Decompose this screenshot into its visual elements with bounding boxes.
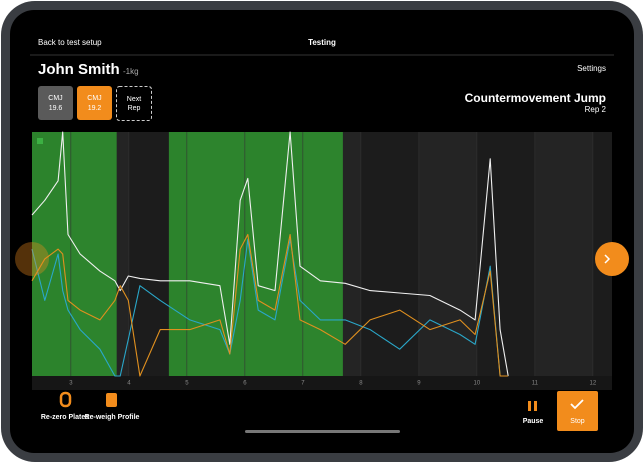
rep-value: 19.2 bbox=[88, 105, 102, 112]
marker bbox=[37, 138, 43, 144]
reweigh-icon bbox=[106, 393, 117, 407]
series-line bbox=[31, 233, 509, 377]
nav-title: Testing bbox=[308, 38, 336, 47]
x-tick-label: 7 bbox=[301, 381, 305, 387]
check-icon bbox=[570, 399, 584, 410]
x-axis-band bbox=[32, 376, 612, 390]
back-link[interactable]: Back to test setup bbox=[38, 38, 102, 47]
x-tick-label: 6 bbox=[243, 381, 247, 387]
reweigh-label[interactable]: Re-weigh Profile bbox=[85, 414, 140, 421]
next-rep-label: Next Rep bbox=[126, 96, 142, 112]
rep-label: CMJ bbox=[87, 95, 101, 102]
rep-label: CMJ bbox=[48, 95, 62, 102]
rep-number: Rep 2 bbox=[585, 105, 607, 114]
x-tick-label: 3 bbox=[69, 381, 73, 387]
athlete-weight: -1kg bbox=[123, 67, 139, 76]
athlete-name: John Smith bbox=[38, 61, 120, 78]
pause-icon bbox=[528, 401, 531, 411]
x-tick-label: 8 bbox=[359, 381, 363, 387]
settings-link[interactable]: Settings bbox=[577, 64, 606, 73]
rep-chip[interactable] bbox=[38, 86, 73, 120]
zero-shape bbox=[59, 391, 72, 408]
x-tick-label: 4 bbox=[127, 381, 131, 387]
series-line bbox=[31, 238, 509, 377]
x-tick-label: 5 bbox=[185, 381, 189, 387]
rezero-label[interactable]: Re-zero Plates bbox=[41, 414, 89, 421]
x-tick-label: 11 bbox=[532, 381, 539, 387]
chevron bbox=[604, 254, 611, 264]
x-tick-label: 10 bbox=[474, 381, 481, 387]
x-tick-label: 12 bbox=[590, 381, 597, 387]
pause-icon bbox=[534, 401, 537, 411]
next-rep-wrap: Next Rep bbox=[126, 96, 142, 112]
stop-label: Stop bbox=[570, 418, 585, 425]
phase-region bbox=[168, 132, 343, 376]
phase-region bbox=[32, 132, 117, 376]
home-indicator bbox=[245, 430, 400, 433]
x-tick-label: 9 bbox=[417, 381, 421, 387]
next-arrow[interactable] bbox=[595, 242, 629, 276]
column-shade bbox=[534, 132, 593, 376]
rep-chip[interactable] bbox=[77, 86, 112, 120]
next-rep-chip[interactable] bbox=[116, 86, 152, 121]
pause-label[interactable]: Pause bbox=[523, 418, 544, 425]
column-shade bbox=[418, 132, 477, 376]
force-chart: 3 4 5 6 7 8 9 10 11 12 bbox=[15, 131, 629, 390]
test-title: Countermovement Jump bbox=[465, 91, 606, 105]
prev-arrow bbox=[15, 242, 49, 276]
zero-icon bbox=[59, 391, 72, 408]
rep-value: 19.6 bbox=[49, 105, 63, 112]
series-line bbox=[31, 131, 509, 377]
stop-button[interactable] bbox=[557, 391, 598, 431]
